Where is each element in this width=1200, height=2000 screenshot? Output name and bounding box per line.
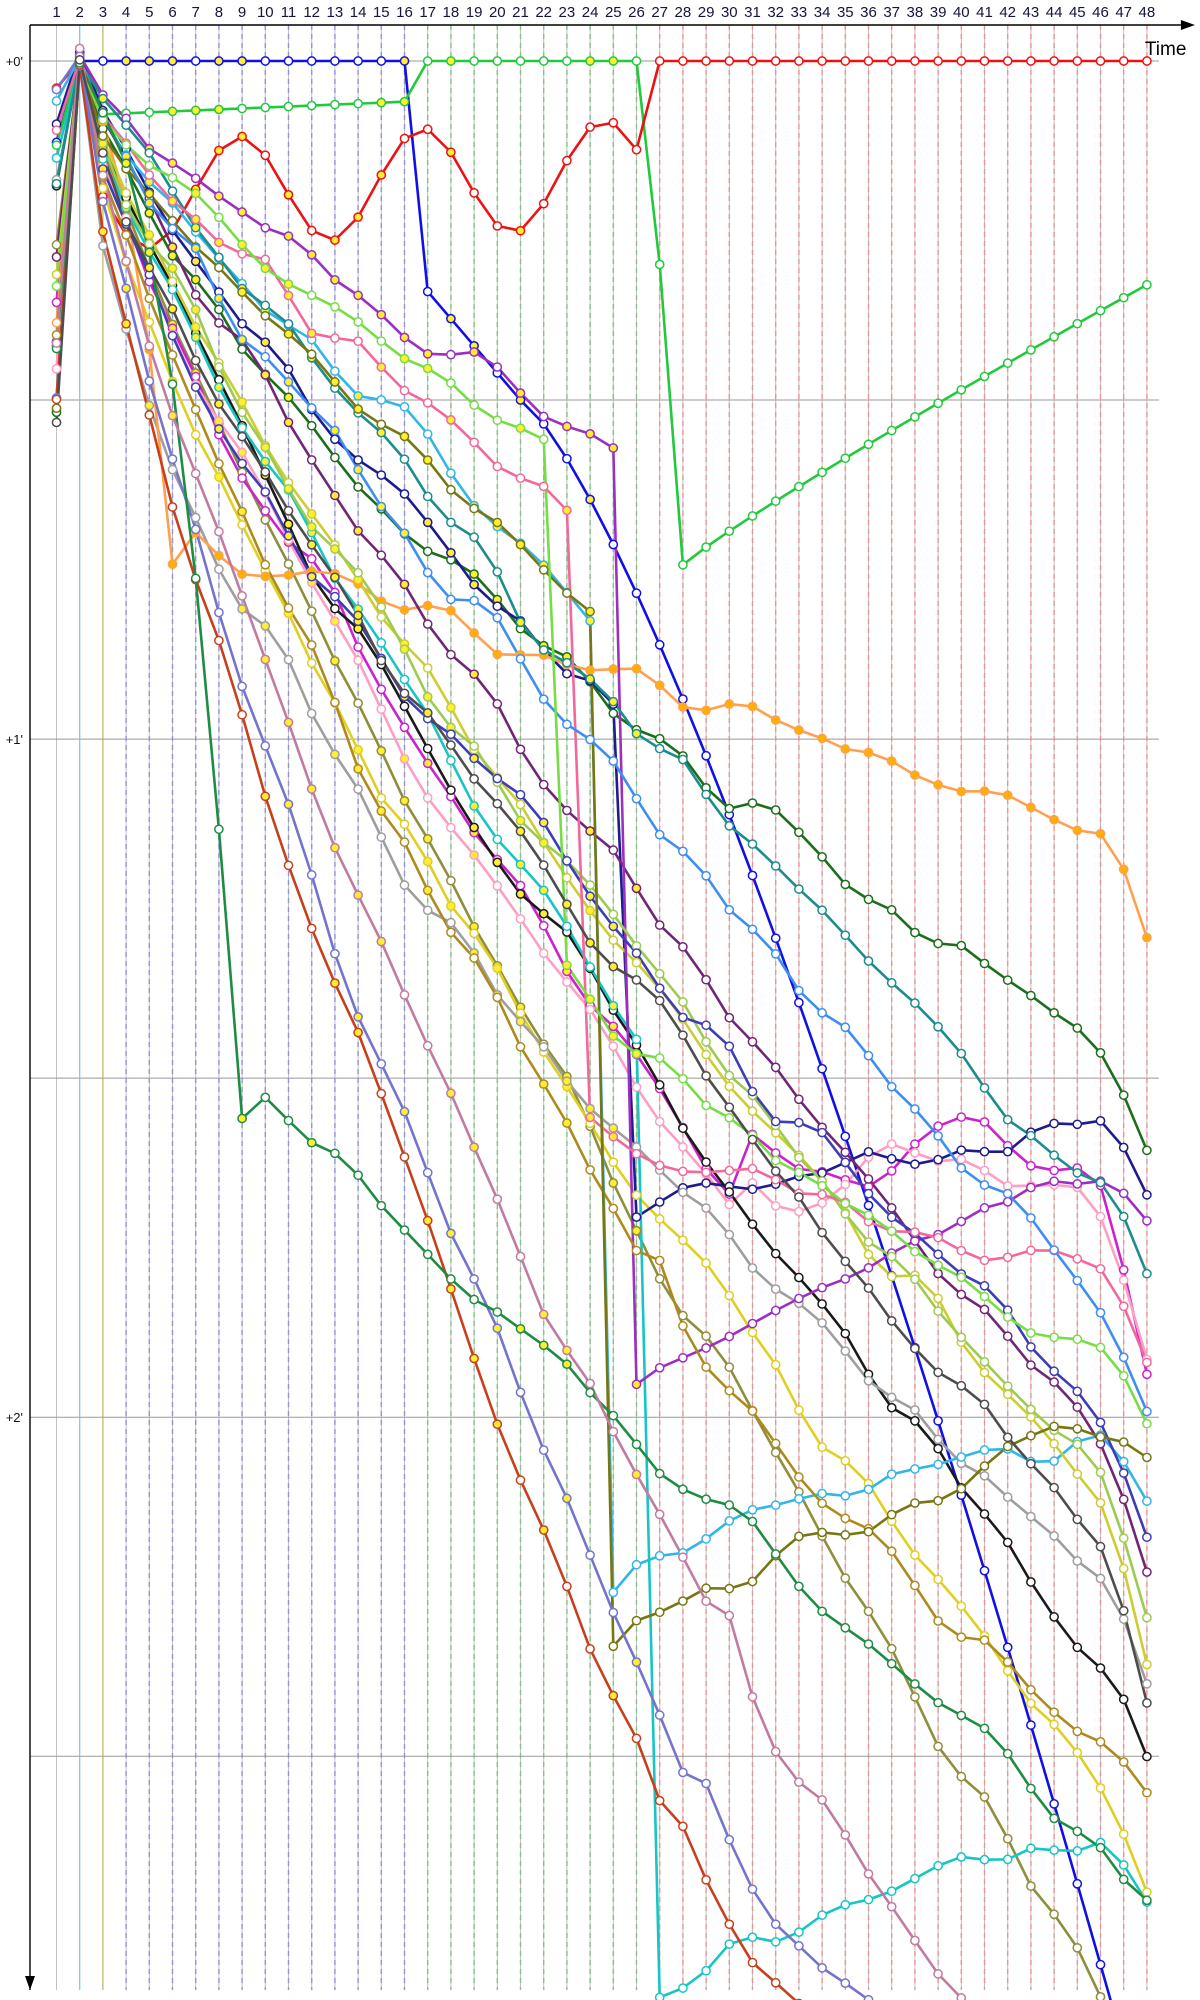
svg-text:17: 17	[419, 4, 436, 21]
svg-text:32: 32	[767, 4, 784, 21]
svg-text:7: 7	[192, 4, 200, 21]
svg-text:29: 29	[698, 4, 715, 21]
svg-text:4: 4	[122, 4, 130, 21]
svg-text:13: 13	[327, 4, 344, 21]
svg-text:43: 43	[1023, 4, 1040, 21]
svg-text:11: 11	[281, 4, 297, 21]
svg-text:45: 45	[1069, 4, 1086, 21]
svg-text:26: 26	[628, 4, 645, 21]
svg-text:6: 6	[168, 4, 176, 21]
svg-text:20: 20	[489, 4, 506, 21]
svg-text:41: 41	[976, 4, 993, 21]
svg-text:24: 24	[582, 4, 599, 21]
svg-text:+1': +1'	[6, 732, 23, 747]
svg-text:8: 8	[215, 4, 223, 21]
svg-text:34: 34	[814, 4, 831, 21]
svg-text:42: 42	[999, 4, 1016, 21]
svg-text:9: 9	[238, 4, 246, 21]
svg-text:23: 23	[559, 4, 576, 21]
svg-text:27: 27	[651, 4, 668, 21]
svg-text:+0': +0'	[6, 54, 23, 69]
svg-text:37: 37	[883, 4, 900, 21]
svg-text:+2': +2'	[6, 1410, 23, 1425]
svg-text:3: 3	[99, 4, 107, 21]
svg-text:Time: Time	[1145, 39, 1187, 60]
svg-text:1: 1	[52, 4, 60, 21]
svg-text:46: 46	[1092, 4, 1109, 21]
svg-text:22: 22	[535, 4, 552, 21]
svg-text:44: 44	[1046, 4, 1063, 21]
svg-text:16: 16	[396, 4, 413, 21]
svg-text:30: 30	[721, 4, 738, 21]
svg-text:10: 10	[257, 4, 274, 21]
svg-text:47: 47	[1115, 4, 1132, 21]
svg-text:18: 18	[443, 4, 460, 21]
svg-text:12: 12	[303, 4, 320, 21]
svg-text:25: 25	[605, 4, 622, 21]
svg-text:15: 15	[373, 4, 390, 21]
svg-text:28: 28	[675, 4, 692, 21]
svg-text:2: 2	[76, 4, 84, 21]
svg-text:39: 39	[930, 4, 947, 21]
svg-text:31: 31	[744, 4, 761, 21]
svg-text:40: 40	[953, 4, 970, 21]
svg-text:35: 35	[837, 4, 854, 21]
svg-text:48: 48	[1139, 4, 1156, 21]
svg-text:19: 19	[466, 4, 483, 21]
svg-text:14: 14	[350, 4, 367, 21]
svg-text:38: 38	[907, 4, 924, 21]
svg-text:21: 21	[512, 4, 529, 21]
svg-text:36: 36	[860, 4, 877, 21]
svg-text:33: 33	[791, 4, 808, 21]
svg-text:5: 5	[145, 4, 153, 21]
